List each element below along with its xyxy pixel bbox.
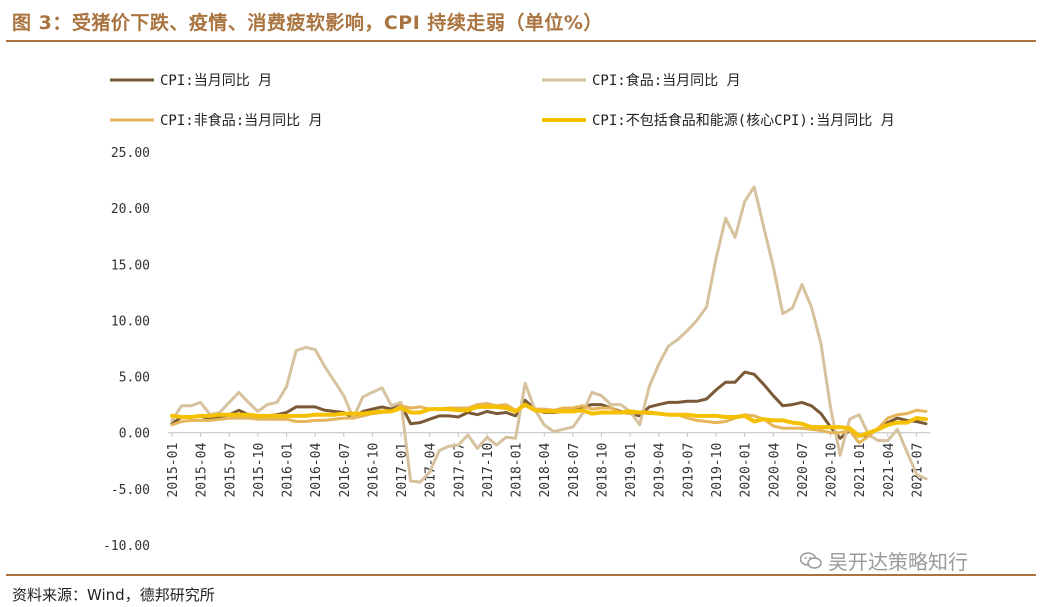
- x-tick-label: 2021-04: [882, 443, 897, 498]
- x-tick-label: 2018-04: [538, 443, 553, 498]
- x-tick-label: 2015-07: [223, 443, 238, 498]
- x-tick-label: 2019-10: [710, 443, 725, 498]
- series-line-3: [170, 402, 928, 445]
- legend-label-4: CPI:不包括食品和能源(核心CPI):当月同比 月: [592, 112, 895, 129]
- footer-divider: [6, 574, 1036, 576]
- x-tick-label: 2016-10: [366, 443, 381, 498]
- x-tick-label: 2018-01: [510, 443, 525, 498]
- legend-label-3: CPI:非食品:当月同比 月: [160, 112, 323, 129]
- x-tick-label: 2018-10: [595, 443, 610, 498]
- x-tick-label: 2016-01: [281, 443, 296, 498]
- y-tick-label: -10.00: [103, 539, 150, 554]
- x-axis: 2015-01 2015-04 2015-07 2015-10 2016-01 2016-…: [166, 432, 930, 498]
- x-tick-label: 2019-07: [681, 443, 696, 498]
- y-tick-label: -5.00: [111, 483, 150, 498]
- x-tick-label: 2017-07: [452, 443, 467, 498]
- x-tick-label: 2015-04: [195, 443, 210, 498]
- x-tick-label: 2020-07: [796, 443, 811, 498]
- watermark-text: 吴开达策略知行: [828, 550, 968, 574]
- source-note: 资料来源：Wind，德邦研究所: [12, 586, 215, 604]
- legend-label-2: CPI:食品:当月同比 月: [592, 72, 741, 89]
- x-tick-label: 2020-10: [825, 443, 840, 498]
- x-tick-label: 2021-01: [853, 443, 868, 498]
- x-tick-label: 2019-04: [653, 443, 668, 498]
- series-line-2: [170, 185, 928, 484]
- y-tick-label: 25.00: [111, 146, 150, 161]
- series-line-4: [170, 402, 928, 439]
- x-tick-label: 2016-07: [338, 443, 353, 498]
- x-tick-label: 2021-07: [910, 443, 925, 498]
- y-tick-label: 0.00: [119, 427, 150, 442]
- x-tick-label: 2017-10: [481, 443, 496, 498]
- x-tick-label: 2016-04: [309, 443, 324, 498]
- y-tick-label: 20.00: [111, 202, 150, 217]
- x-tick-label: 2020-04: [767, 443, 782, 498]
- chart-legend: CPI:当月同比 月 CPI:食品:当月同比 月 CPI:非食品:当月同比 月 CPI…: [110, 72, 895, 129]
- x-tick-label: 2019-01: [624, 443, 639, 498]
- x-tick-label: 2020-01: [739, 443, 754, 498]
- x-tick-label: 2018-07: [567, 443, 582, 498]
- x-tick-label: 2015-10: [252, 443, 267, 498]
- y-tick-label: 5.00: [119, 371, 150, 386]
- legend-label-1: CPI:当月同比 月: [160, 73, 272, 89]
- series-lines: [170, 185, 928, 484]
- title-divider: [6, 40, 1036, 42]
- y-tick-label: 15.00: [111, 258, 150, 273]
- wechat-icon: [800, 551, 822, 570]
- y-axis: 25.00 20.00 15.00 10.00 5.00 0.00 -5.00 -10.00: [103, 146, 150, 554]
- x-tick-label: 2015-01: [166, 443, 181, 498]
- watermark: 吴开达策略知行: [800, 546, 968, 575]
- page-title: 图 3：受猪价下跌、疫情、消费疲软影响，CPI 持续走弱（单位%）: [12, 12, 603, 34]
- y-tick-label: 10.00: [111, 314, 150, 329]
